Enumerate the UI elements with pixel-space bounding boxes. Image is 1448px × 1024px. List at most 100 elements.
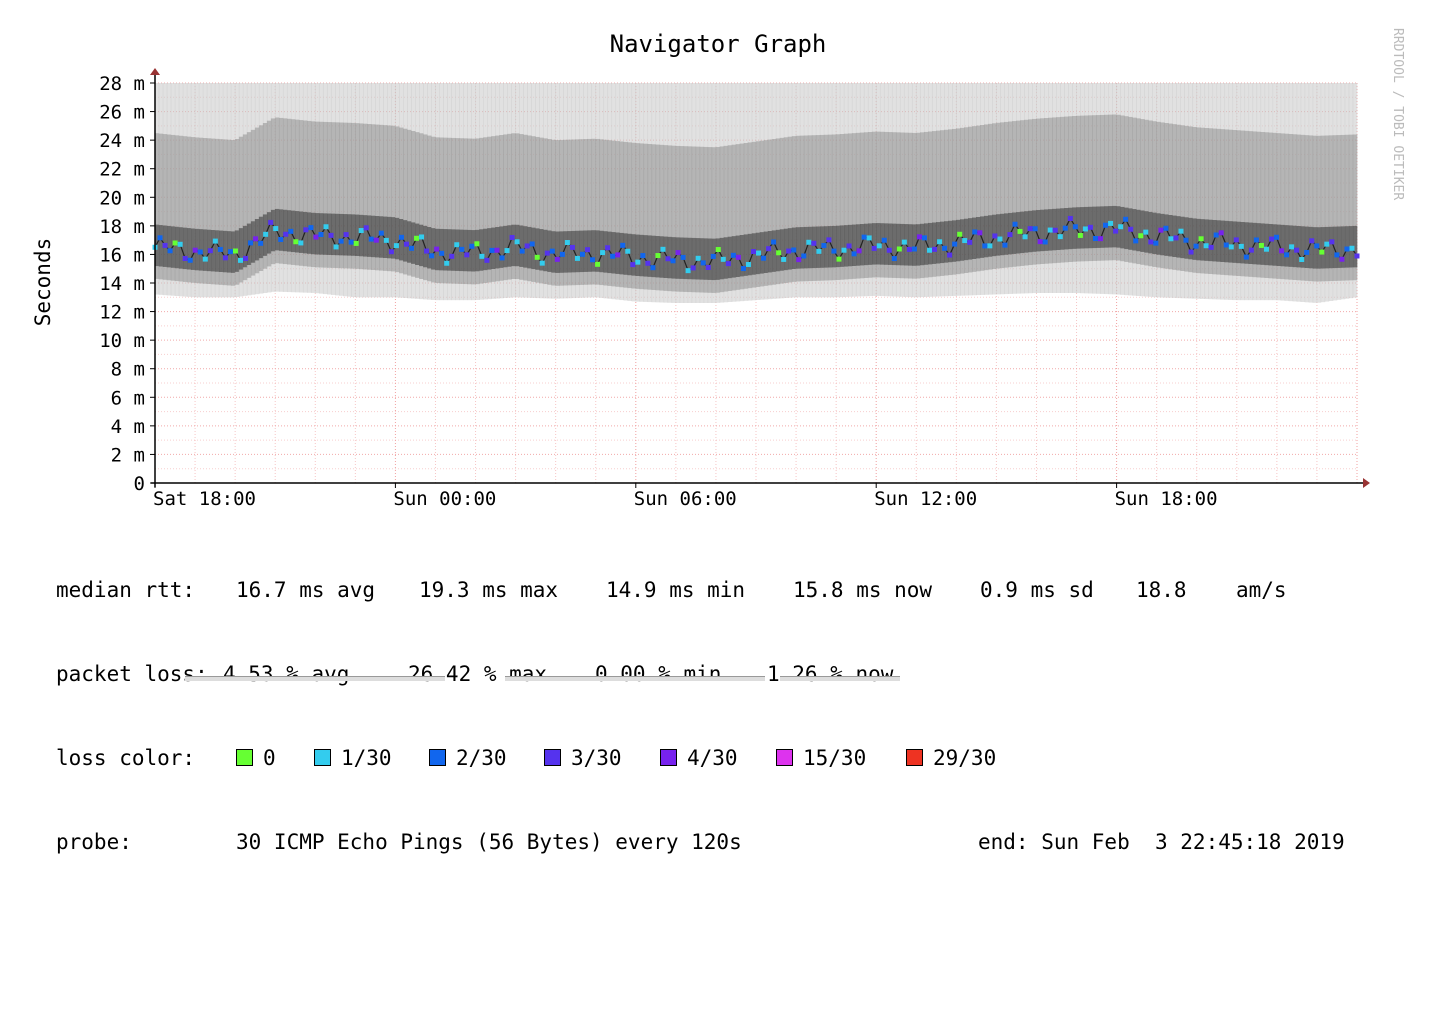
smoke-band-inner [671,237,677,279]
loss-color-item: 4/30 [660,744,738,772]
loss-dot [494,247,500,253]
loss-color-item-label: 0 [263,746,276,770]
smoke-band-mid [262,123,268,269]
probe-value: 30 ICMP Echo Pings (56 Bytes) every 120s [236,830,742,854]
smoke-band-inner [827,226,833,268]
smoke-band-mid [691,146,697,293]
legend-rtt-row: median rtt: 16.7 ms avg 19.3 ms max 14.9… [56,576,1287,604]
smoke-band-mid [907,132,913,279]
smoke-band-mid [214,138,220,285]
smoke-band-mid [162,134,168,280]
smoke-band-mid [1232,130,1238,276]
smoke-band-mid [399,127,404,274]
smoke-band-mid [956,128,961,275]
smoke-band-mid [206,138,212,284]
smoke-band-mid [471,138,476,285]
smoke-band-inner [1148,211,1153,254]
loss-dot [182,255,188,261]
loss-dot [881,237,887,243]
loss-dot [911,246,917,252]
smoke-band-inner [603,231,609,273]
smoke-band-inner [843,225,849,267]
smoke-band-mid [1160,122,1165,269]
loss-dot [162,242,168,248]
smoke-band-mid [976,125,981,272]
smoke-band-mid [523,134,528,281]
loss-dot [962,238,968,244]
smoke-band-mid [1088,115,1093,262]
probe-label: probe: [56,830,132,854]
smoke-band-mid [988,123,993,270]
x-tick-label: Sun 12:00 [874,488,977,510]
y-tick-label: 28 m [99,73,145,95]
smoke-band-mid [158,133,164,280]
loss-color-item-label: 29/30 [933,746,997,770]
smoke-band-mid [1032,118,1037,265]
smoke-band-mid [763,140,769,286]
smoke-band-inner [1216,220,1222,262]
loss-dot [1263,246,1269,252]
smoke-band-inner [202,229,208,271]
smoke-band-mid [1176,124,1182,271]
loss-dot [987,243,993,249]
smoke-band-inner [1240,222,1246,264]
smoke-band-inner [980,216,985,258]
loss-dot [715,247,721,253]
loss-dot [258,240,264,246]
loss-dot [383,237,389,243]
smoke-band-mid [723,145,729,292]
smoke-band-mid [1172,124,1177,270]
smoke-band-mid [375,124,380,271]
loss-dot [353,240,359,246]
loss-dot [263,231,269,237]
loss-dot [896,246,902,252]
smoke-band-inner [831,225,837,268]
smoke-band-mid [435,137,440,284]
loss-dot [1238,243,1244,249]
smoke-band-mid [791,136,797,282]
smoke-band-inner [988,215,993,257]
smoke-band-mid [202,138,208,284]
smoke-band-inner [1044,209,1049,251]
smoke-band-mid [1020,120,1025,266]
loss-dot [157,235,163,241]
smoke-band-mid [479,137,484,284]
loss-dot [1309,238,1315,244]
smoke-band-mid [575,139,581,286]
smoke-band-mid [330,122,336,268]
smoke-band-mid [326,122,332,268]
loss-dot [373,237,379,243]
smoke-band-inner [355,214,360,256]
smoke-band-mid [867,132,873,278]
loss-dot [1168,236,1174,242]
y-tick-label: 22 m [99,159,145,181]
loss-dot [197,249,203,255]
smoke-band-mid [839,134,845,280]
smoke-band-inner [1024,211,1029,253]
smoke-band-mid [1084,115,1089,262]
smoke-band-mid [1092,115,1097,261]
smoke-band-mid [547,139,552,285]
smoke-band-mid [659,144,665,291]
loss-dot [630,262,636,268]
smoke-band-mid [603,139,609,286]
chart-title: Navigator Graph [610,30,827,58]
smoke-band-inner [1352,225,1358,268]
smoke-band-inner [447,229,452,271]
smoke-band-inner [182,227,188,270]
smoke-band-mid [1312,135,1318,282]
smoke-band-mid [711,147,717,293]
smoke-band-inner [387,216,392,259]
loss-dot [861,234,867,240]
loss-dot [579,251,585,257]
loss-dot [705,264,711,270]
loss-dot [720,256,726,262]
smoke-band-inner [174,226,180,269]
smoke-band-inner [567,231,572,273]
y-tick-label: 16 m [99,244,145,266]
x-tick-label: Sat 18:00 [153,488,256,510]
smoke-band-inner [747,233,753,276]
smoke-band-mid [719,146,725,293]
smoke-band-mid [831,134,837,281]
loss-dot [343,232,349,238]
